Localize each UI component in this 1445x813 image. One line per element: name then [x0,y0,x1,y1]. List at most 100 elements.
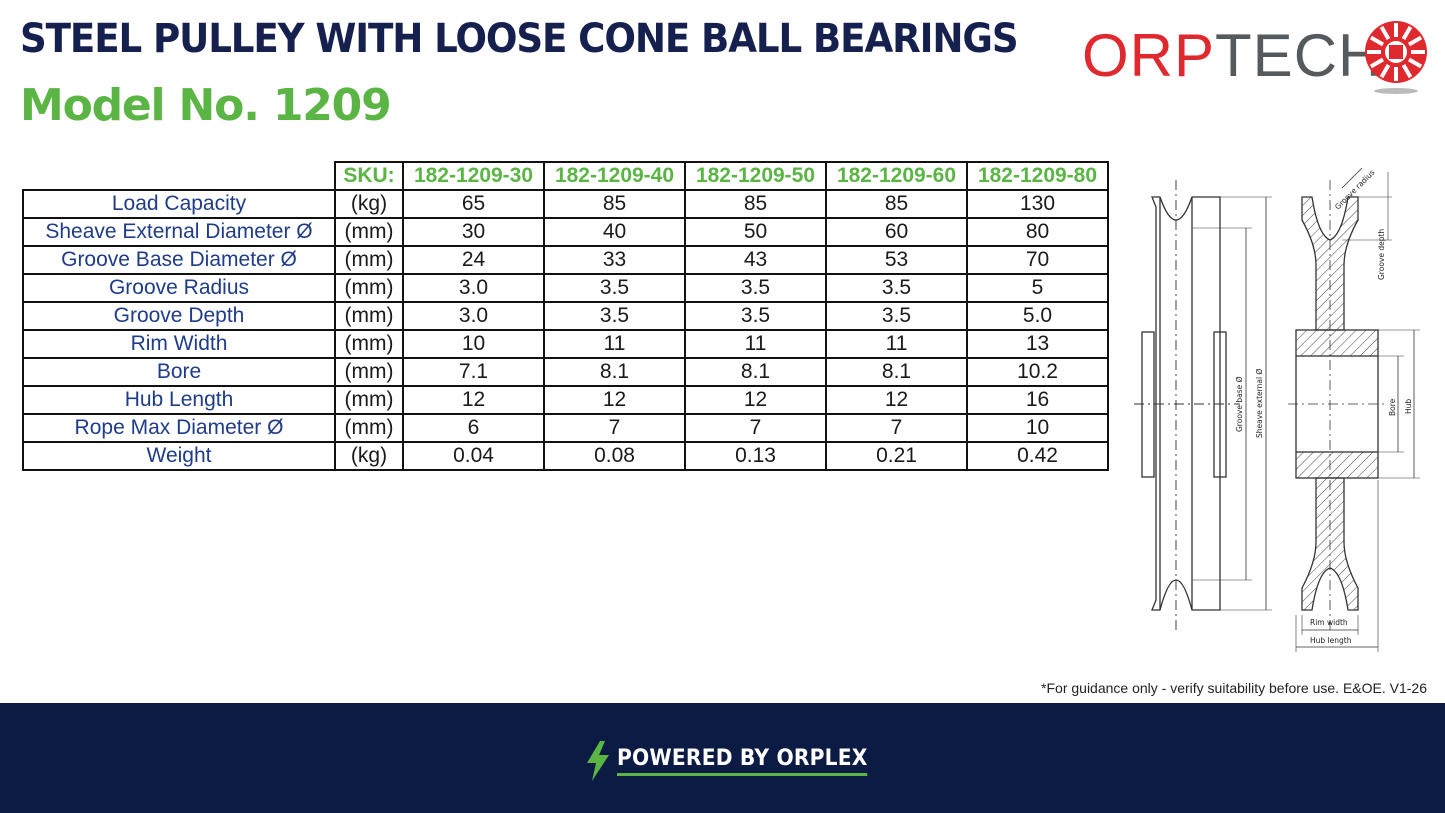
value-cell: 7 [543,413,686,443]
value-cell: 3.0 [402,301,545,331]
row-unit: (kg) [334,441,404,471]
sku-cell: 182-1209-80 [966,161,1109,191]
value-cell: 3.5 [684,273,827,303]
value-cell: 85 [684,189,827,219]
value-cell: 3.5 [684,301,827,331]
value-cell: 0.08 [543,441,686,471]
value-cell: 7 [825,413,968,443]
row-label: Bore [22,357,336,387]
pulley-technical-drawing: Groove base Ø Sheave external Ø Groove r… [1134,167,1420,652]
value-cell: 8.1 [825,357,968,387]
row-unit: (mm) [334,273,404,303]
spec-row: Bore (mm) 7.1 8.1 8.1 8.1 10.2 [22,357,1109,387]
value-cell: 11 [543,329,686,359]
spec-row: Groove Depth (mm) 3.0 3.5 3.5 3.5 5.0 [22,301,1109,331]
value-cell: 40 [543,217,686,247]
value-cell: 16 [966,385,1109,415]
value-cell: 3.5 [825,301,968,331]
row-unit: (mm) [334,301,404,331]
model-number: Model No. 1209 [20,80,392,131]
sku-cell: 182-1209-50 [684,161,827,191]
value-cell: 3.5 [543,301,686,331]
page-title: STEEL PULLEY WITH LOOSE CONE BALL BEARIN… [20,16,1019,62]
sheave-external-label: Sheave external Ø [1255,369,1264,438]
footer-bar: POWERED BY ORPLEX [0,703,1445,813]
bore-label: Bore [1388,398,1397,416]
value-cell: 53 [825,245,968,275]
logo-wordmark: ORPTECH [1082,24,1382,88]
value-cell: 24 [402,245,545,275]
sku-header-row: SKU: 182-1209-30 182-1209-40 182-1209-50… [23,161,1109,191]
row-label: Sheave External Diameter Ø [22,217,336,247]
value-cell: 12 [543,385,686,415]
value-cell: 12 [402,385,545,415]
value-cell: 3.5 [825,273,968,303]
value-cell: 8.1 [543,357,686,387]
spec-row: Groove Radius (mm) 3.0 3.5 3.5 3.5 5 [22,273,1109,303]
value-cell: 30 [402,217,545,247]
value-cell: 33 [543,245,686,275]
sku-cell: 182-1209-40 [543,161,686,191]
value-cell: 43 [684,245,827,275]
hub-length-label: Hub length [1310,636,1352,645]
value-cell: 13 [966,329,1109,359]
row-unit: (mm) [334,217,404,247]
specification-table: SKU: 182-1209-30 182-1209-40 182-1209-50… [22,161,1109,471]
value-cell: 0.21 [825,441,968,471]
value-cell: 3.5 [543,273,686,303]
row-label: Rope Max Diameter Ø [22,413,336,443]
hub-label: Hub [1404,399,1413,414]
value-cell: 130 [966,189,1109,219]
pulley-cross-section [1295,196,1379,611]
rim-width-label: Rim width [1310,618,1348,627]
value-cell: 10 [402,329,545,359]
powered-by-badge: POWERED BY ORPLEX [583,741,889,781]
value-cell: 6 [402,413,545,443]
row-label: Load Capacity [22,189,336,219]
value-cell: 7.1 [402,357,545,387]
value-cell: 8.1 [684,357,827,387]
value-cell: 0.13 [684,441,827,471]
spec-row: Sheave External Diameter Ø (mm) 30 40 50 60 80 [22,217,1109,247]
header-blank-cell [23,162,336,191]
spec-row: Rim Width (mm) 10 11 11 11 13 [22,329,1109,359]
disclaimer-footnote: *For guidance only - verify suitability … [1041,680,1427,696]
groove-base-label: Groove base Ø [1235,376,1244,432]
row-unit: (mm) [334,385,404,415]
row-label: Weight [22,441,336,471]
row-label: Rim Width [22,329,336,359]
spec-row: Rope Max Diameter Ø (mm) 6 7 7 7 10 [22,413,1109,443]
row-unit: (mm) [334,245,404,275]
gear-logo-icon [1365,21,1427,94]
value-cell: 10 [966,413,1109,443]
groove-depth-label: Groove depth [1377,229,1386,280]
row-unit: (mm) [334,357,404,387]
value-cell: 11 [684,329,827,359]
value-cell: 11 [825,329,968,359]
value-cell: 60 [825,217,968,247]
value-cell: 85 [825,189,968,219]
value-cell: 85 [543,189,686,219]
value-cell: 80 [966,217,1109,247]
spec-row: Groove Base Diameter Ø (mm) 24 33 43 53 70 [22,245,1109,275]
spec-row: Hub Length (mm) 12 12 12 12 16 [22,385,1109,415]
row-unit: (mm) [334,329,404,359]
orptech-logo: ORPTECH [1082,18,1432,98]
value-cell: 3.0 [402,273,545,303]
logo-tech: TECH [1215,22,1383,89]
value-cell: 5.0 [966,301,1109,331]
spec-row: Weight (kg) 0.04 0.08 0.13 0.21 0.42 [22,441,1109,471]
value-cell: 10.2 [966,357,1109,387]
value-cell: 0.42 [966,441,1109,471]
row-label: Hub Length [22,385,336,415]
value-cell: 65 [402,189,545,219]
sku-cell: 182-1209-60 [825,161,968,191]
value-cell: 12 [825,385,968,415]
row-label: Groove Radius [22,273,336,303]
row-label: Groove Depth [22,301,336,331]
logo-orp: ORP [1082,22,1216,89]
value-cell: 70 [966,245,1109,275]
sku-cell: 182-1209-30 [402,161,545,191]
pulley-side-view [1134,180,1272,630]
row-unit: (mm) [334,413,404,443]
